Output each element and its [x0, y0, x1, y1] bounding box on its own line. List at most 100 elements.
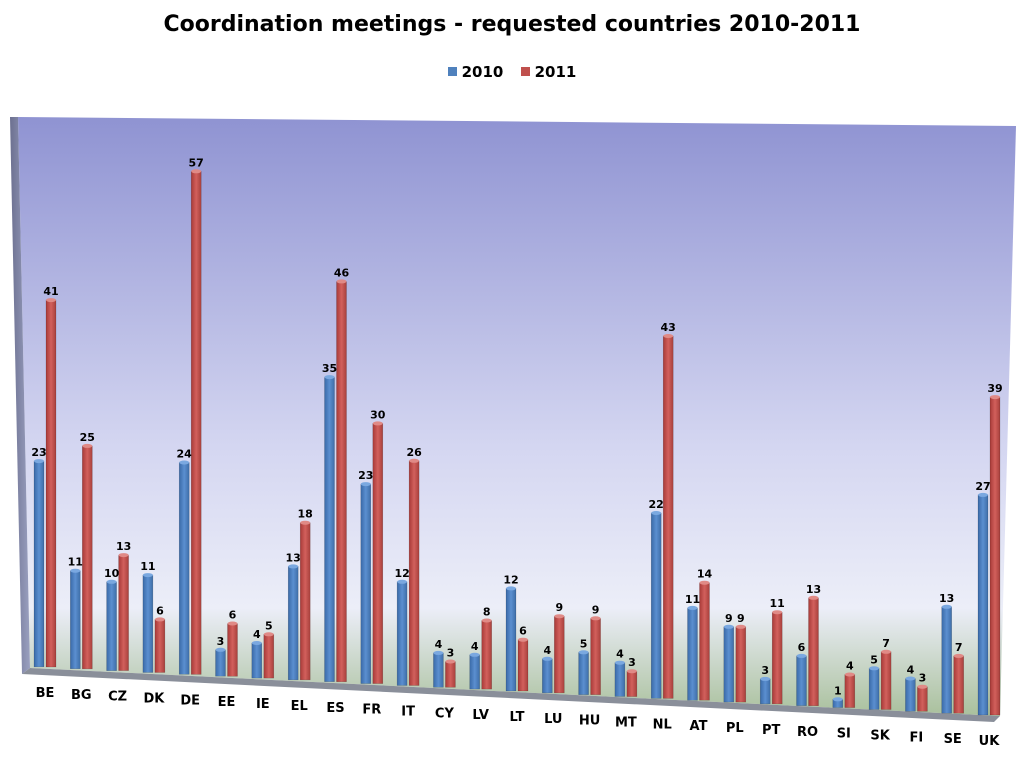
data-label-2011-lv: 8 — [483, 606, 491, 619]
bar-2010-cz — [106, 581, 117, 671]
bar-2010-be — [33, 460, 45, 668]
bar-2011-lt — [517, 639, 529, 692]
bar-2011-hu — [590, 618, 601, 695]
category-label-fi: FI — [910, 730, 924, 745]
bar-cap-2010-lv — [469, 652, 480, 657]
bar-cap-2010-lt — [506, 586, 516, 591]
bar-2010-pt — [759, 678, 771, 705]
category-label-uk: UK — [979, 734, 1001, 749]
bar-2011-lv — [481, 620, 492, 690]
bar-2011-pt — [771, 611, 783, 705]
data-label-2010-se: 13 — [939, 592, 954, 605]
category-label-el: EL — [291, 699, 308, 714]
data-label-2010-ro: 6 — [798, 641, 806, 654]
bar-2010-nl — [650, 512, 662, 699]
data-label-2010-dk: 11 — [140, 560, 155, 573]
category-label-bg: BG — [71, 688, 92, 703]
data-label-2010-fi: 4 — [907, 664, 915, 677]
category-label-dk: DK — [143, 692, 165, 707]
bar-2011-ro — [808, 597, 819, 707]
bar-2011-de — [190, 171, 202, 675]
data-label-2011-nl: 43 — [661, 321, 676, 334]
bar-2010-ee — [215, 649, 226, 677]
plot-side-wall — [10, 117, 30, 674]
data-label-2011-ro: 13 — [806, 583, 821, 596]
bar-cap-2010-ro — [796, 653, 807, 658]
bar-2010-at — [687, 607, 698, 701]
bar-2010-lv — [469, 654, 480, 690]
bar-2011-dk — [154, 619, 166, 673]
data-label-2011-se: 7 — [955, 641, 963, 654]
data-label-2011-be: 41 — [43, 285, 58, 298]
category-label-sk: SK — [870, 729, 890, 744]
bar-2011-el — [299, 522, 311, 681]
data-label-2011-sk: 7 — [882, 637, 890, 650]
legend-label-2011: 2011 — [534, 63, 577, 81]
legend-item-2011: 2011 — [520, 63, 577, 81]
data-label-2010-pl: 9 — [725, 612, 733, 625]
bar-2010-dk — [142, 574, 154, 673]
bar-cap-2011-sk — [881, 649, 892, 654]
bar-2010-ro — [796, 655, 807, 706]
bar-cap-2010-fi — [905, 676, 916, 681]
bar-cap-2011-nl — [663, 334, 674, 338]
data-label-2010-cy: 4 — [435, 638, 443, 651]
bar-cap-2010-cy — [433, 650, 444, 655]
bar-2010-se — [941, 606, 952, 714]
bar-cap-2011-si — [844, 672, 855, 677]
bar-cap-2011-fi — [917, 684, 928, 689]
bar-2010-it — [396, 581, 408, 686]
bar-cap-2010-cz — [106, 579, 117, 584]
bar-2011-bg — [82, 445, 93, 670]
category-label-ie: IE — [256, 697, 270, 712]
bar-cap-2010-se — [941, 604, 952, 609]
data-label-2011-cz: 13 — [116, 540, 131, 553]
category-label-nl: NL — [653, 717, 672, 732]
bar-2010-mt — [614, 662, 626, 697]
bar-2011-ee — [227, 623, 238, 677]
data-label-2010-it: 12 — [394, 567, 409, 580]
data-label-2010-sk: 5 — [870, 653, 878, 666]
data-label-2010-ee: 3 — [217, 635, 225, 648]
bar-2010-bg — [70, 570, 81, 670]
bar-cap-2011-fr — [372, 421, 383, 426]
bar-cap-2011-pt — [772, 610, 783, 615]
bar-2011-cy — [445, 661, 456, 688]
bar-2010-es — [324, 376, 335, 682]
bar-cap-2011-el — [300, 520, 311, 525]
bar-2010-lu — [542, 658, 553, 694]
category-label-si: SI — [837, 727, 851, 742]
legend-item-2010: 2010 — [447, 63, 503, 81]
bar-cap-2011-mt — [626, 669, 637, 674]
data-label-2010-be: 23 — [31, 446, 46, 459]
bar-2011-sk — [880, 651, 892, 710]
bar-2011-cz — [118, 554, 129, 671]
category-label-cz: CZ — [108, 690, 127, 705]
bar-cap-2011-it — [409, 458, 420, 463]
data-label-2011-es: 46 — [334, 266, 350, 279]
data-label-2011-de: 57 — [189, 156, 204, 169]
bar-cap-2010-de — [179, 460, 190, 465]
category-label-ro: RO — [797, 725, 818, 740]
category-label-de: DE — [180, 693, 200, 708]
bar-cap-2011-cy — [445, 659, 456, 664]
category-label-cy: CY — [435, 706, 455, 721]
data-label-2010-lv: 4 — [471, 640, 479, 653]
bar-cap-2010-sk — [869, 666, 880, 671]
bar-2010-uk — [977, 494, 989, 716]
data-label-2011-lu: 9 — [555, 601, 563, 614]
data-label-2010-bg: 11 — [68, 556, 83, 569]
bar-cap-2010-ie — [251, 641, 262, 645]
category-label-pl: PL — [726, 721, 744, 736]
bar-2010-de — [178, 462, 190, 675]
bar-cap-2011-at — [699, 580, 710, 585]
data-label-2011-uk: 39 — [987, 382, 1002, 395]
bar-2011-pl — [735, 626, 747, 703]
bar-2011-se — [953, 655, 964, 714]
bar-2010-ie — [251, 642, 263, 679]
bar-cap-2011-pl — [735, 624, 746, 629]
bar-2010-sk — [868, 668, 880, 710]
data-label-2010-nl: 22 — [649, 498, 664, 511]
data-label-2010-ie: 4 — [253, 628, 261, 641]
